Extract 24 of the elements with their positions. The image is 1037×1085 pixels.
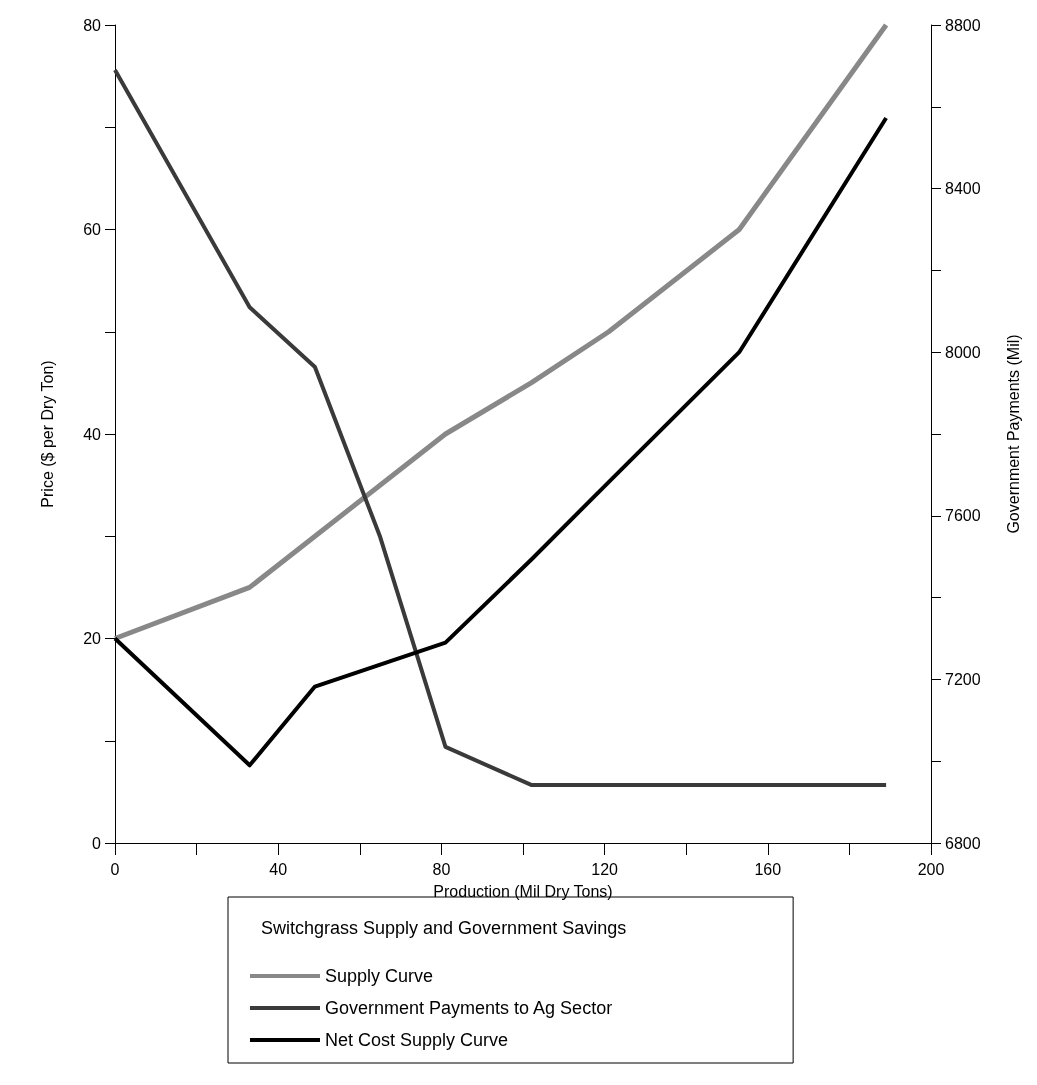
legend-label: Government Payments to Ag Sector [325, 998, 613, 1018]
x-axis-title: Production (Mil Dry Tons) [433, 882, 613, 900]
y-tick-label: 40 [83, 425, 102, 443]
x-tick-label: 160 [754, 860, 782, 878]
x-tick-label: 200 [917, 860, 945, 878]
y-tick-label: 0 [92, 834, 102, 852]
y-axis-title: Price ($ per Dry Ton) [38, 360, 56, 508]
legend-label: Net Cost Supply Curve [325, 1030, 509, 1050]
y2-tick-label: 7200 [945, 670, 981, 688]
y-tick-label: 80 [83, 16, 102, 34]
y2-tick-label: 7600 [945, 507, 981, 525]
x-tick-label: 120 [591, 860, 619, 878]
y-tick-label: 60 [83, 221, 102, 238]
y2-axis-title: Government Payments (Mil) [1004, 334, 1022, 534]
legend-label: Supply Curve [325, 966, 434, 986]
x-tick-label: 40 [269, 860, 288, 878]
y2-tick-label: 6800 [945, 834, 981, 852]
x-tick-label: 0 [110, 860, 120, 878]
legend-title: Switchgrass Supply and Government Savings [261, 918, 627, 938]
y2-tick-label: 8800 [945, 16, 981, 34]
y2-tick-label: 8400 [945, 180, 981, 198]
y2-tick-label: 8000 [945, 343, 981, 361]
y-tick-label: 20 [83, 630, 102, 647]
x-tick-label: 80 [432, 860, 451, 878]
